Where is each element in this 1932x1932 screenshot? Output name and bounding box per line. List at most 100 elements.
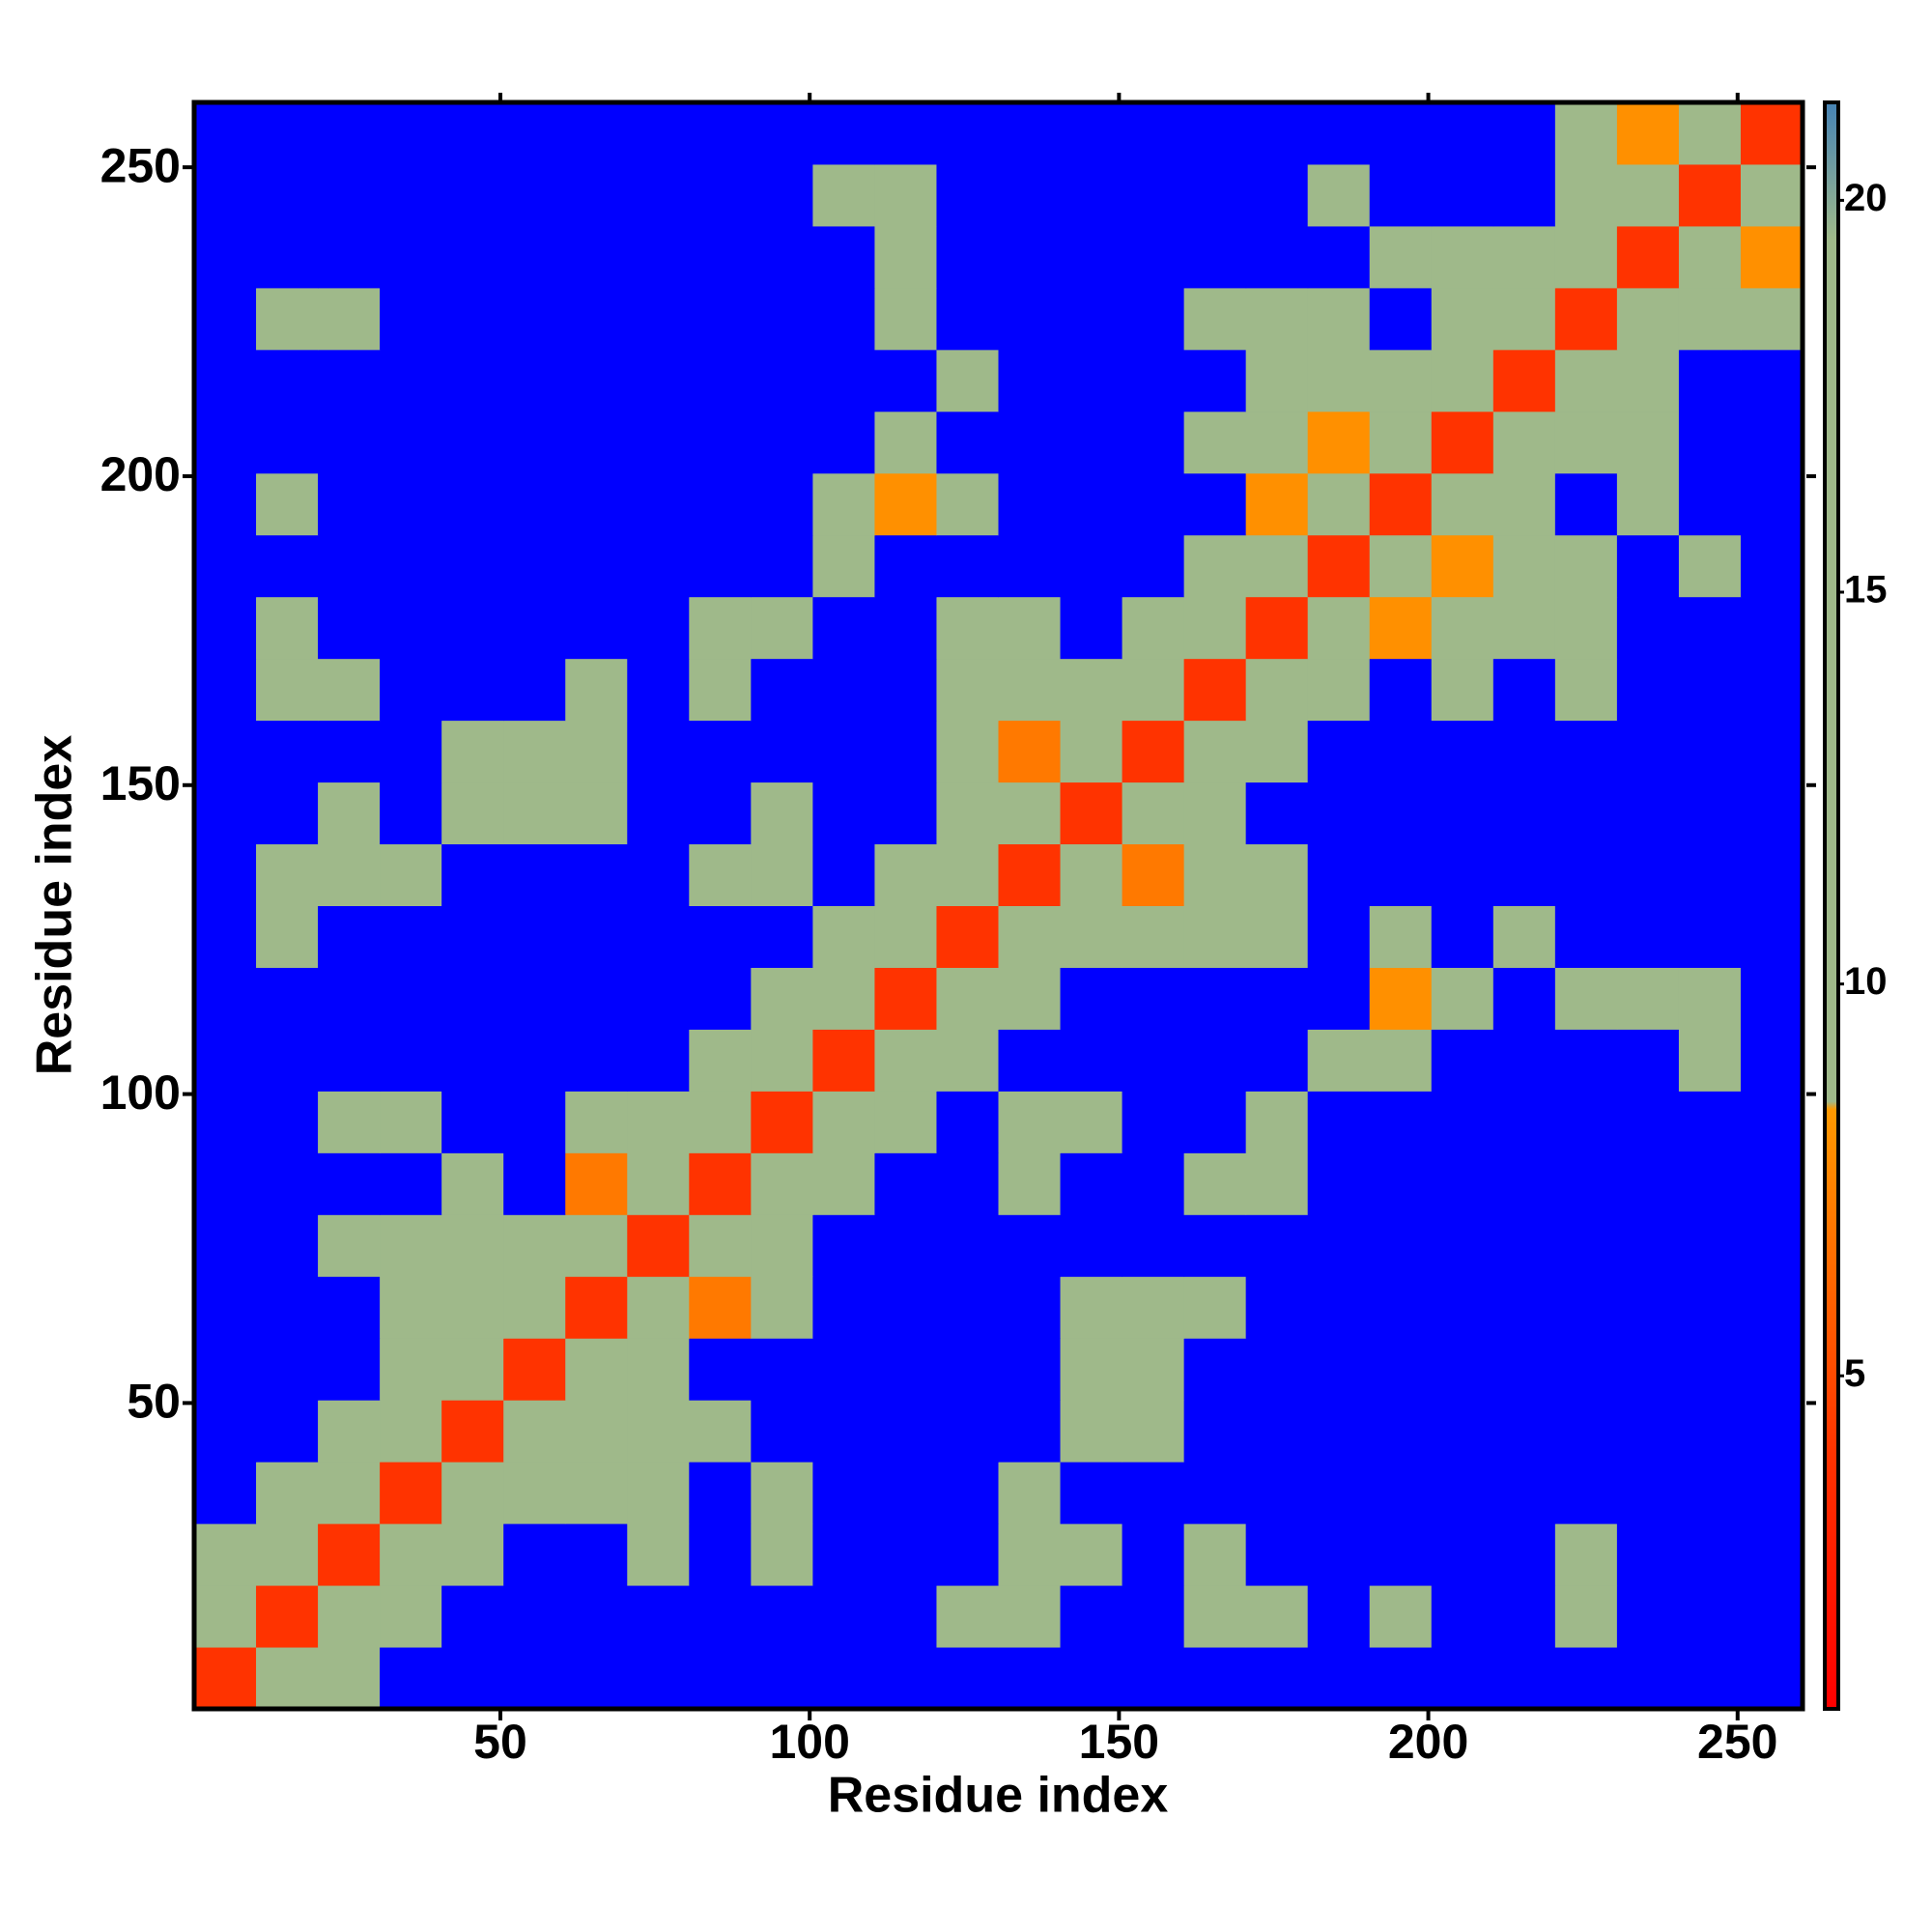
cell (1307, 1400, 1371, 1463)
cell (380, 1400, 442, 1463)
cell (1492, 1585, 1556, 1648)
cell (1245, 1276, 1309, 1339)
cell (1678, 1338, 1742, 1401)
cell (565, 781, 628, 845)
cell (565, 1091, 628, 1153)
cell (751, 1214, 813, 1277)
cell (998, 720, 1062, 783)
cell (812, 349, 875, 412)
cell (380, 1585, 442, 1648)
cell (1122, 411, 1185, 474)
cell (256, 781, 319, 845)
cell (1616, 1400, 1680, 1463)
cell (1183, 411, 1247, 474)
cell (1122, 1029, 1185, 1092)
cell (441, 225, 504, 289)
cell (1369, 720, 1433, 783)
cell (1431, 1338, 1494, 1401)
cell (565, 102, 628, 165)
cell (1183, 1276, 1247, 1339)
cell (1369, 287, 1433, 351)
cell (441, 1338, 504, 1401)
cell (751, 967, 813, 1030)
cell (1369, 596, 1433, 660)
cell (1492, 967, 1556, 1030)
cell (812, 163, 875, 227)
cell (256, 225, 319, 289)
cell (565, 1523, 628, 1586)
cell (1245, 1585, 1309, 1648)
cell (1492, 658, 1556, 722)
cell (380, 1091, 442, 1153)
cell (874, 1585, 937, 1648)
cell (1369, 1462, 1433, 1524)
cell (1740, 349, 1804, 412)
cell (1307, 781, 1371, 845)
cell (1183, 967, 1247, 1030)
cell (998, 102, 1062, 165)
cell (565, 411, 628, 474)
cell (1492, 225, 1556, 289)
cell (1554, 1523, 1618, 1586)
cell (689, 1276, 752, 1339)
cell (441, 411, 504, 474)
cell (441, 1523, 504, 1586)
cell (998, 225, 1062, 289)
cell (689, 1647, 752, 1710)
cell (194, 1276, 257, 1339)
cell (256, 596, 319, 660)
cell (1678, 1029, 1742, 1092)
cell (194, 1462, 257, 1524)
cell (751, 1523, 813, 1586)
cell (1431, 287, 1494, 351)
cell (998, 843, 1062, 906)
x-tick-label: 100 (769, 1715, 849, 1769)
cell (812, 1152, 875, 1215)
cell (318, 1585, 381, 1648)
cell (1183, 349, 1247, 412)
cell (256, 1091, 319, 1153)
cell (380, 1523, 442, 1586)
cell (936, 102, 999, 165)
cell (1554, 225, 1618, 289)
cell (1740, 411, 1804, 474)
cell (1060, 1276, 1123, 1339)
cell (1740, 225, 1804, 289)
cell (1369, 102, 1433, 165)
cell (1122, 102, 1185, 165)
cell (1122, 287, 1185, 351)
cell (565, 720, 628, 783)
cell (380, 658, 442, 722)
cell (1245, 1338, 1309, 1401)
cell (380, 102, 442, 165)
cell (1060, 163, 1123, 227)
cell (1183, 1523, 1247, 1586)
cell (874, 720, 937, 783)
cell (318, 102, 381, 165)
cell (1307, 1214, 1371, 1277)
cell (1431, 781, 1494, 845)
cell (812, 534, 875, 598)
cell (441, 287, 504, 351)
cell (627, 1585, 690, 1648)
cell (380, 843, 442, 906)
cell (1369, 1338, 1433, 1401)
cell (565, 534, 628, 598)
cell (751, 225, 813, 289)
cell (874, 1400, 937, 1463)
cell (318, 1647, 381, 1710)
cell (689, 1462, 752, 1524)
cell (936, 843, 999, 906)
cell (194, 225, 257, 289)
cell (380, 411, 442, 474)
cell (874, 287, 937, 351)
cell (751, 1029, 813, 1092)
cell (1122, 1214, 1185, 1277)
cell (1554, 1400, 1618, 1463)
cell (689, 163, 752, 227)
cell (1245, 596, 1309, 660)
cell (1369, 781, 1433, 845)
cell (689, 1523, 752, 1586)
cell (380, 1029, 442, 1092)
